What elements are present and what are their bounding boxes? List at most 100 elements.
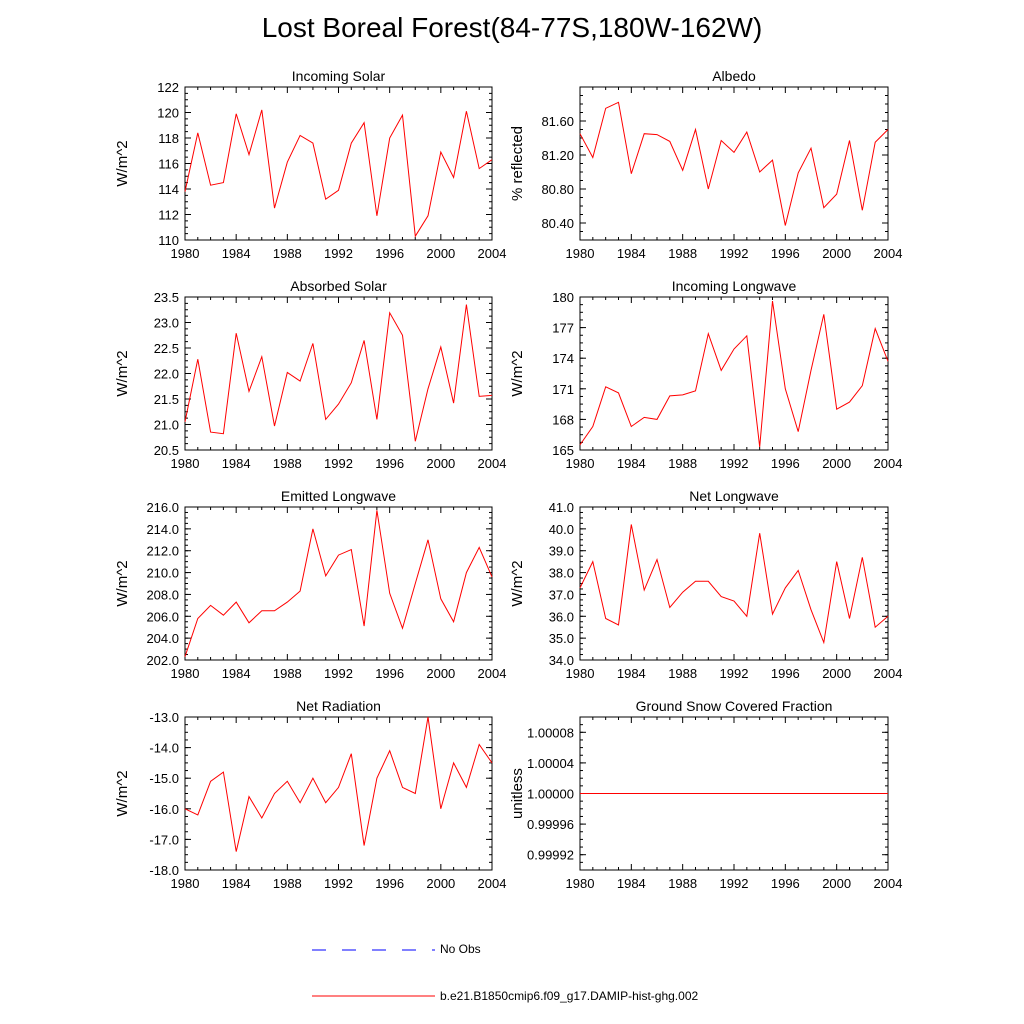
y-tick-label: 81.60 (541, 114, 574, 129)
y-tick-label: 122 (157, 80, 179, 95)
x-tick-label: 2004 (478, 246, 507, 261)
series-line (579, 524, 889, 645)
y-tick-label: 1.00004 (527, 756, 574, 771)
y-axis-label: W/m^2 (114, 770, 131, 816)
y-axis-label: W/m^2 (509, 560, 526, 606)
y-tick-label: -18.0 (149, 863, 179, 878)
y-tick-label: 21.0 (154, 418, 179, 433)
y-tick-label: 177 (552, 321, 574, 336)
y-tick-label: -15.0 (149, 771, 179, 786)
chart-panel-8: 1980 1984 1988 1992 1996 2000 2004 0.99992 0.999… (509, 698, 902, 891)
x-tick-label: 1992 (720, 456, 749, 471)
x-tick-label: 1988 (273, 246, 302, 261)
x-tick-label: 2004 (874, 666, 903, 681)
x-tick-label: 1996 (375, 456, 404, 471)
y-tick-label: 20.5 (154, 443, 179, 458)
x-tick-label: 1996 (771, 246, 800, 261)
x-tick-label: 2004 (478, 456, 507, 471)
y-tick-label: -14.0 (149, 741, 179, 756)
x-tick-label: 2000 (822, 666, 851, 681)
x-tick-label: 1996 (771, 456, 800, 471)
legend-obs-label: No Obs (440, 942, 481, 956)
chart-panel-4: 1980 1984 1988 1992 1996 2000 2004 165 168 171 174… (509, 278, 902, 471)
panel-title: Ground Snow Covered Fraction (636, 698, 833, 714)
chart-panel-2: 1980 1984 1988 1992 1996 2000 2004 80.40 80.80 81… (509, 68, 902, 261)
y-tick-label: 35.0 (549, 631, 574, 646)
x-tick-label: 1988 (668, 666, 697, 681)
x-tick-label: 2004 (874, 456, 903, 471)
y-tick-label: 208.0 (146, 587, 179, 602)
y-tick-label: 206.0 (146, 609, 179, 624)
x-tick-label: 2000 (426, 246, 455, 261)
y-tick-label: 202.0 (146, 653, 179, 668)
x-tick-label: 1992 (324, 876, 353, 891)
y-tick-label: 80.40 (541, 216, 574, 231)
y-tick-label: 204.0 (146, 631, 179, 646)
x-tick-label: 2000 (822, 456, 851, 471)
x-tick-label: 1996 (771, 876, 800, 891)
x-tick-label: 1992 (324, 666, 353, 681)
y-tick-label: 1.00000 (527, 787, 574, 802)
x-tick-label: 2000 (822, 876, 851, 891)
x-tick-label: 1992 (324, 456, 353, 471)
panel-title: Net Radiation (296, 698, 381, 714)
x-tick-label: 1988 (668, 246, 697, 261)
legend-model-label: b.e21.B1850cmip6.f09_g17.DAMIP-hist-ghg.… (440, 989, 699, 1003)
panel-title: Absorbed Solar (290, 278, 387, 294)
y-tick-label: 120 (157, 106, 179, 121)
x-tick-label: 1992 (720, 666, 749, 681)
y-tick-label: 212.0 (146, 544, 179, 559)
y-tick-label: -17.0 (149, 832, 179, 847)
y-tick-label: 41.0 (549, 500, 574, 515)
x-tick-label: 1980 (566, 246, 595, 261)
panel-title: Incoming Longwave (672, 278, 797, 294)
series-line (184, 109, 493, 238)
y-tick-label: 23.5 (154, 290, 179, 305)
x-tick-label: 1988 (273, 666, 302, 681)
y-tick-label: 112 (158, 208, 179, 223)
x-tick-label: 2004 (874, 876, 903, 891)
x-tick-label: 1984 (617, 666, 646, 681)
x-tick-label: 1984 (222, 666, 251, 681)
x-tick-label: 1980 (566, 666, 595, 681)
y-tick-label: 168 (552, 412, 574, 427)
x-tick-label: 1996 (375, 876, 404, 891)
x-tick-label: 1988 (668, 456, 697, 471)
x-tick-label: 1984 (222, 246, 251, 261)
y-tick-label: 22.5 (154, 341, 179, 356)
y-tick-label: 210.0 (146, 566, 179, 581)
x-tick-label: 2004 (478, 876, 507, 891)
y-tick-label: 1.00008 (527, 725, 574, 740)
x-tick-label: 1984 (222, 456, 251, 471)
panel-title: Net Longwave (689, 488, 779, 504)
series-line (579, 101, 889, 226)
x-tick-label: 1996 (771, 666, 800, 681)
x-tick-label: 1988 (668, 876, 697, 891)
x-tick-label: 2004 (874, 246, 903, 261)
chart-panel-3: 1980 1984 1988 1992 1996 2000 2004 20.5 21.0 21.5… (114, 278, 506, 471)
series-line (184, 304, 493, 442)
y-tick-label: 110 (158, 233, 179, 248)
y-tick-label: 36.0 (549, 609, 574, 624)
y-tick-label: 34.0 (549, 653, 574, 668)
y-tick-label: 118 (158, 131, 179, 146)
y-axis-label: W/m^2 (509, 350, 526, 396)
series-line (184, 716, 493, 852)
y-tick-label: 0.99992 (527, 848, 574, 863)
x-tick-label: 1980 (566, 876, 595, 891)
x-tick-label: 1992 (720, 876, 749, 891)
y-tick-label: 214.0 (146, 522, 179, 537)
y-tick-label: 174 (552, 351, 574, 366)
y-tick-label: -16.0 (149, 802, 179, 817)
x-tick-label: 1984 (617, 246, 646, 261)
x-tick-label: 1992 (324, 246, 353, 261)
y-tick-label: 81.20 (541, 148, 574, 163)
y-tick-label: 23.0 (154, 316, 179, 331)
y-tick-label: 38.0 (549, 566, 574, 581)
y-tick-label: 40.0 (549, 522, 574, 537)
y-tick-label: 114 (158, 182, 179, 197)
x-tick-label: 1980 (171, 876, 200, 891)
